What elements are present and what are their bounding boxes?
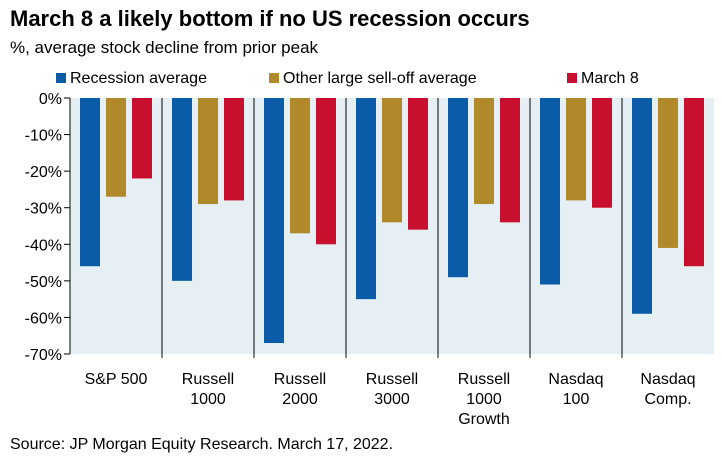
bar	[106, 98, 126, 197]
y-axis: 0% -10% -20% -30% -40% -50% -60% -70%	[25, 91, 71, 364]
x-tick-label: S&P 500	[85, 371, 148, 388]
y-tick-label: 0%	[39, 91, 62, 108]
y-tick-label: -40%	[25, 237, 62, 254]
x-tick-label: Russell	[182, 371, 234, 388]
legend-label: March 8	[581, 70, 639, 87]
x-tick-label: Growth	[458, 411, 510, 428]
bar	[632, 98, 652, 314]
x-tick-label: 100	[563, 391, 590, 408]
bar	[132, 98, 152, 179]
legend-label: Other large sell-off average	[283, 70, 477, 87]
x-tick-label: Russell	[366, 371, 418, 388]
bar	[658, 98, 678, 248]
x-tick-label: Nasdaq	[640, 371, 695, 388]
bar	[540, 98, 560, 285]
bar	[408, 98, 428, 230]
x-tick-label: 2000	[282, 391, 318, 408]
bars	[80, 98, 704, 344]
category-separators	[161, 98, 623, 358]
x-tick-label: Nasdaq	[548, 371, 603, 388]
bar	[316, 98, 336, 245]
chart-subtitle: %, average stock decline from prior peak	[10, 38, 319, 57]
bar	[684, 98, 704, 267]
x-axis: S&P 500 Russell 1000 Russell 2000 Russell 3000…	[85, 371, 696, 428]
bar	[198, 98, 218, 205]
y-tick-label: -30%	[25, 201, 62, 218]
bar	[382, 98, 402, 223]
y-tick-label: -70%	[25, 347, 62, 364]
bar	[172, 98, 192, 281]
y-tick-label: -60%	[25, 310, 62, 327]
bar	[500, 98, 520, 223]
legend-swatch	[567, 73, 577, 83]
bar	[566, 98, 586, 201]
bar	[224, 98, 244, 201]
legend-swatch	[56, 73, 66, 83]
x-tick-label: 3000	[374, 391, 410, 408]
bar	[290, 98, 310, 234]
chart-title: March 8 a likely bottom if no US recessi…	[10, 6, 530, 31]
legend-label: Recession average	[70, 70, 207, 87]
x-tick-label: 1000	[190, 391, 226, 408]
bar	[80, 98, 100, 267]
chart-legend: Recession average Other large sell-off av…	[56, 70, 639, 87]
bar	[474, 98, 494, 205]
x-tick-label: Comp.	[644, 391, 691, 408]
x-tick-label: Russell	[274, 371, 326, 388]
y-tick-label: -10%	[25, 128, 62, 145]
y-tick-label: -20%	[25, 164, 62, 181]
bar	[592, 98, 612, 208]
source-note: Source: JP Morgan Equity Research. March…	[10, 436, 394, 453]
x-tick-label: 1000	[466, 391, 502, 408]
bar	[356, 98, 376, 300]
x-tick-label: Russell	[458, 371, 510, 388]
bar	[264, 98, 284, 344]
y-tick-label: -50%	[25, 274, 62, 291]
legend-swatch	[269, 73, 279, 83]
bar	[448, 98, 468, 278]
